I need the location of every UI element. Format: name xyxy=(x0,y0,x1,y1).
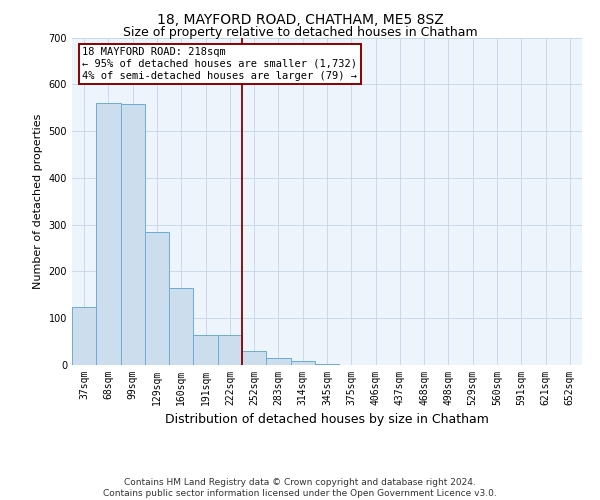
Y-axis label: Number of detached properties: Number of detached properties xyxy=(33,114,43,289)
Bar xyxy=(72,306,96,365)
Text: 18 MAYFORD ROAD: 218sqm
← 95% of detached houses are smaller (1,732)
4% of semi-: 18 MAYFORD ROAD: 218sqm ← 95% of detache… xyxy=(82,48,357,80)
Bar xyxy=(96,103,121,365)
Text: 18, MAYFORD ROAD, CHATHAM, ME5 8SZ: 18, MAYFORD ROAD, CHATHAM, ME5 8SZ xyxy=(157,12,443,26)
Bar xyxy=(193,334,218,365)
Bar xyxy=(169,288,193,365)
Bar xyxy=(315,364,339,365)
Text: Size of property relative to detached houses in Chatham: Size of property relative to detached ho… xyxy=(122,26,478,39)
Bar xyxy=(121,104,145,365)
Text: Contains HM Land Registry data © Crown copyright and database right 2024.
Contai: Contains HM Land Registry data © Crown c… xyxy=(103,478,497,498)
X-axis label: Distribution of detached houses by size in Chatham: Distribution of detached houses by size … xyxy=(165,414,489,426)
Bar xyxy=(218,334,242,365)
Bar xyxy=(242,351,266,365)
Bar xyxy=(145,232,169,365)
Bar xyxy=(290,362,315,365)
Bar xyxy=(266,358,290,365)
